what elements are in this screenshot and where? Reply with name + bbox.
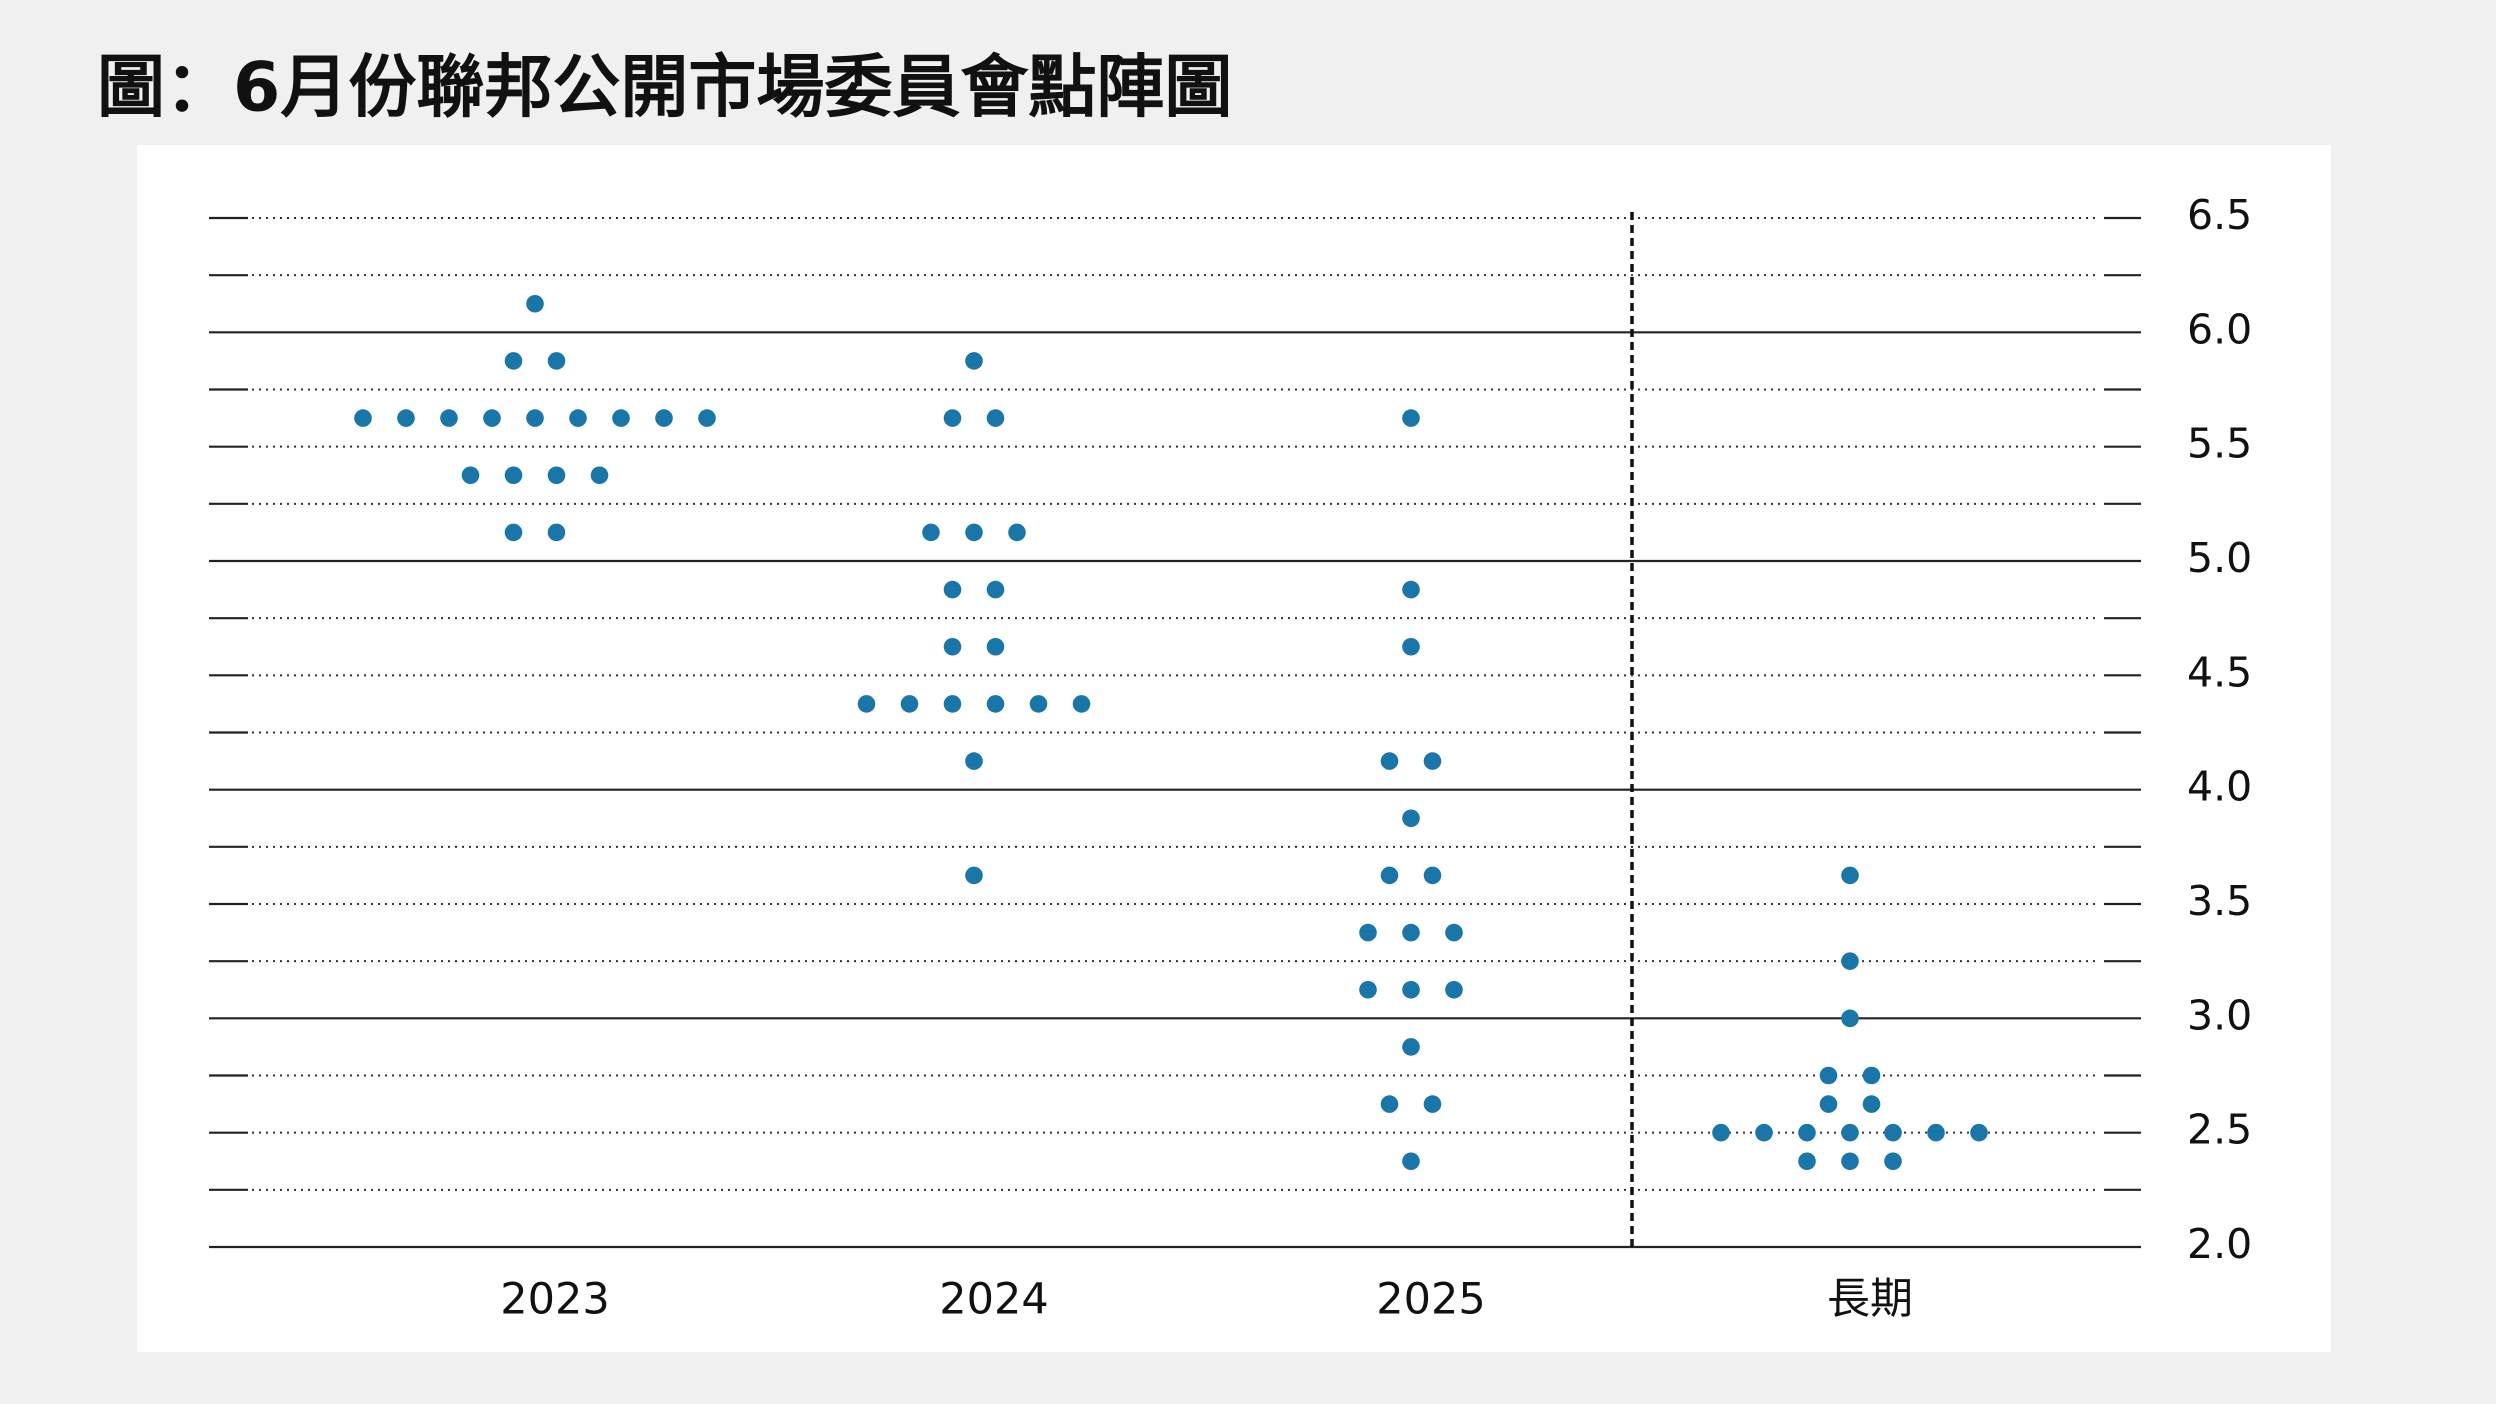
dot: [461, 466, 480, 485]
dot: [1841, 866, 1859, 885]
dot: [1755, 1123, 1773, 1142]
dot: [1712, 1123, 1730, 1142]
dot: [1841, 1123, 1859, 1142]
dot: [1798, 1152, 1816, 1171]
dot: [440, 409, 458, 427]
x-tick-label: 2025: [1376, 1275, 1485, 1325]
dot: [1798, 1123, 1816, 1142]
dot: [1423, 866, 1442, 885]
dot: [1402, 637, 1420, 656]
dot: [1841, 1009, 1859, 1028]
x-tick-label: 2024: [939, 1275, 1048, 1325]
dot: [1359, 923, 1377, 942]
dot: [547, 466, 566, 485]
dot: [526, 409, 544, 427]
dot: [943, 409, 962, 427]
y-tick-label: 5.5: [2187, 420, 2252, 468]
dot: [504, 352, 523, 370]
dot: [1884, 1123, 1902, 1142]
dot: [547, 352, 566, 370]
x-tick-label: 2023: [500, 1275, 609, 1325]
dot: [1862, 1095, 1881, 1113]
dot: [1445, 923, 1463, 942]
y-tick-label: 2.0: [2187, 1220, 2252, 1268]
dot: [922, 523, 940, 542]
y-tick-label: 4.5: [2187, 648, 2252, 696]
dot: [943, 637, 962, 656]
dot: [1927, 1123, 1945, 1142]
y-tick-label: 4.0: [2187, 763, 2252, 811]
dot: [1402, 1152, 1420, 1171]
dot: [569, 409, 587, 427]
dot: [986, 695, 1005, 713]
dot: [1380, 866, 1399, 885]
chart-title: 圖：6月份聯邦公開市場委員會點陣圖: [97, 49, 1232, 128]
dot: [1445, 980, 1463, 999]
dot: [1819, 1095, 1838, 1113]
dot: [943, 580, 962, 599]
dot: [900, 695, 919, 713]
dot: [483, 409, 501, 427]
dot: [1841, 952, 1859, 970]
dot: [1402, 980, 1420, 999]
dot: [1423, 1095, 1442, 1113]
dot: [504, 466, 523, 485]
dot: [986, 637, 1005, 656]
dot: [1029, 695, 1048, 713]
x-tick-label: 長期: [1827, 1275, 1913, 1325]
plot-panel: [137, 145, 2331, 1352]
dot: [698, 409, 716, 427]
dot: [1862, 1066, 1881, 1085]
dot: [857, 695, 876, 713]
dot: [1402, 923, 1420, 942]
dot: [1423, 752, 1442, 770]
dot: [1380, 1095, 1399, 1113]
dot: [1884, 1152, 1902, 1171]
dot: [504, 523, 523, 542]
dot: [1970, 1123, 1988, 1142]
dot: [590, 466, 609, 485]
dot: [1008, 523, 1026, 542]
dot: [965, 523, 983, 542]
dot: [547, 523, 566, 542]
dot: [1402, 580, 1420, 599]
dot: [1841, 1152, 1859, 1171]
dot: [612, 409, 630, 427]
dot: [526, 294, 544, 313]
dot: [397, 409, 415, 427]
dot: [965, 866, 983, 885]
y-tick-label: 6.0: [2187, 305, 2252, 353]
dot: [1402, 809, 1420, 828]
dot: [986, 409, 1005, 427]
dot: [1402, 1038, 1420, 1056]
y-tick-label: 5.0: [2187, 534, 2252, 582]
dot: [354, 409, 372, 427]
dot: [655, 409, 673, 427]
y-tick-label: 3.5: [2187, 877, 2252, 925]
dot: [965, 352, 983, 370]
dot: [943, 695, 962, 713]
dot: [965, 752, 983, 770]
y-tick-label: 2.5: [2187, 1106, 2252, 1154]
dot: [1402, 409, 1420, 427]
dot: [1380, 752, 1399, 770]
dot: [1359, 980, 1377, 999]
y-tick-label: 3.0: [2187, 991, 2252, 1039]
y-tick-label: 6.5: [2187, 191, 2252, 239]
dot: [986, 580, 1005, 599]
dot: [1819, 1066, 1838, 1085]
dot: [1072, 695, 1091, 713]
